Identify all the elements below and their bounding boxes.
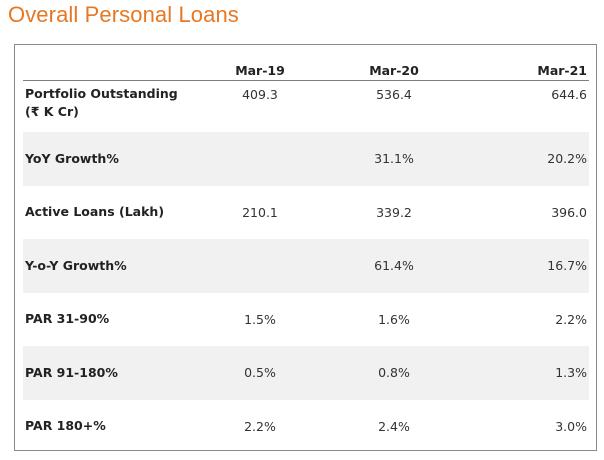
cell-mar-19	[193, 239, 327, 293]
cell-mar-21: 2.2%	[555, 311, 587, 327]
cell-mar-20: 0.8%	[378, 365, 410, 381]
table-row: Active Loans (Lakh) 210.1 339.2 396.0	[23, 186, 589, 240]
cell-mar-20: 536.4	[376, 86, 412, 102]
cell-mar-21: 20.2%	[547, 151, 587, 167]
table-header-row: Mar-19 Mar-20 Mar-21	[23, 60, 589, 80]
row-label: Y-o-Y Growth%	[25, 257, 127, 273]
header-label-column	[23, 60, 193, 80]
cell-mar-20: 31.1%	[374, 151, 414, 167]
cell-mar-21: 16.7%	[547, 258, 587, 274]
header-mar-20: Mar-20	[369, 62, 419, 78]
cell-mar-21: 1.3%	[555, 365, 587, 381]
cell-mar-19: 210.1	[242, 204, 278, 220]
row-label: Active Loans (Lakh)	[25, 204, 165, 220]
cell-mar-19	[193, 132, 327, 186]
table-row: YoY Growth% 31.1% 20.2%	[23, 132, 589, 186]
cell-mar-21: 3.0%	[555, 418, 587, 434]
cell-mar-21: 396.0	[551, 204, 587, 220]
table-row: Portfolio Outstanding (₹ K Cr) 409.3 536…	[23, 80, 589, 132]
cell-mar-19: 409.3	[242, 86, 278, 102]
table-row: Y-o-Y Growth% 61.4% 16.7%	[23, 239, 589, 293]
row-label: YoY Growth%	[25, 150, 119, 166]
cell-mar-19: 1.5%	[244, 311, 276, 327]
cell-mar-19: 0.5%	[244, 365, 276, 381]
loans-table-frame: Mar-19 Mar-20 Mar-21 Portfolio Outstandi…	[14, 44, 597, 451]
table-row: PAR 180+% 2.2% 2.4% 3.0%	[23, 400, 589, 454]
row-label: PAR 180+%	[25, 418, 106, 434]
cell-mar-20: 1.6%	[378, 311, 410, 327]
loans-table: Mar-19 Mar-20 Mar-21 Portfolio Outstandi…	[23, 60, 589, 453]
cell-mar-20: 339.2	[376, 204, 412, 220]
row-label-line: Portfolio Outstanding	[25, 85, 178, 101]
header-mar-21: Mar-21	[537, 62, 587, 78]
cell-mar-19: 2.2%	[244, 418, 276, 434]
page-title: Overall Personal Loans	[8, 2, 239, 27]
table-row: PAR 91-180% 0.5% 0.8% 1.3%	[23, 346, 589, 400]
row-label: PAR 91-180%	[25, 364, 118, 380]
row-label: Portfolio Outstanding (₹ K Cr)	[23, 80, 193, 132]
table-row: PAR 31-90% 1.5% 1.6% 2.2%	[23, 293, 589, 347]
cell-mar-20: 61.4%	[374, 258, 414, 274]
header-mar-19: Mar-19	[235, 62, 285, 78]
cell-mar-20: 2.4%	[378, 418, 410, 434]
row-label: PAR 31-90%	[25, 311, 110, 327]
row-label-unit: (₹ K Cr)	[25, 103, 79, 119]
cell-mar-21: 644.6	[551, 86, 587, 102]
